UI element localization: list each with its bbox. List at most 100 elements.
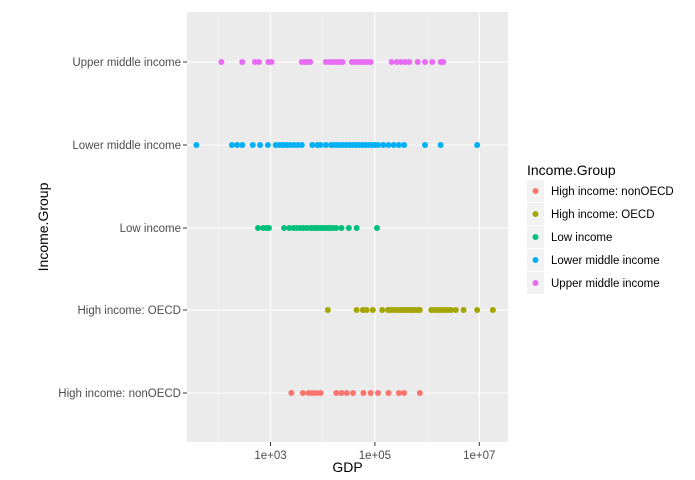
data-point [264, 142, 271, 148]
data-point [401, 390, 408, 396]
data-point [429, 59, 436, 65]
data-point [452, 307, 459, 313]
data-point [317, 390, 324, 396]
data-point [228, 142, 235, 148]
data-point [265, 225, 272, 231]
data-point [309, 142, 316, 148]
data-point [416, 307, 423, 313]
data-point [375, 390, 381, 396]
data-point [388, 59, 395, 65]
x-tick-label: 1e+03 [254, 450, 286, 462]
y-tick-label: Low income [120, 223, 181, 235]
data-point [367, 59, 374, 65]
data-point [369, 307, 376, 313]
data-point [218, 59, 225, 65]
data-point [440, 59, 447, 65]
data-point [249, 142, 256, 148]
data-point [402, 59, 409, 65]
data-point [239, 142, 246, 148]
data-point [414, 59, 421, 65]
data-point [299, 390, 306, 396]
data-point [286, 225, 293, 231]
x-axis-title: GDP [332, 459, 362, 475]
data-point [395, 142, 402, 148]
legend-swatch [532, 188, 539, 194]
data-point [401, 142, 408, 148]
data-point [353, 307, 360, 313]
data-point [390, 142, 397, 148]
data-point [379, 307, 386, 313]
data-point [288, 390, 295, 396]
data-point [251, 59, 258, 65]
data-point [489, 307, 496, 313]
data-point [363, 307, 370, 313]
y-tick-label: Lower middle income [72, 140, 181, 152]
data-point [398, 59, 404, 65]
data-point [395, 390, 402, 396]
data-points [193, 59, 496, 396]
legend-label: High income: nonOECD [551, 186, 674, 198]
legend-swatch [532, 257, 539, 263]
data-point [375, 142, 381, 148]
data-point [422, 59, 428, 65]
data-point [474, 307, 481, 313]
data-point [406, 59, 413, 65]
data-point [313, 390, 320, 396]
data-point [193, 142, 200, 148]
data-point [338, 390, 345, 396]
data-point [437, 142, 444, 148]
legend-swatch [532, 211, 539, 217]
y-axis-title: Income.Group [35, 182, 51, 271]
data-point [343, 390, 350, 396]
x-tick-label: 1e+07 [463, 450, 495, 462]
x-tick-label: 1e+05 [359, 450, 391, 462]
data-point [393, 59, 400, 65]
data-point [268, 59, 275, 65]
data-point [317, 142, 324, 148]
legend-swatch [532, 280, 539, 286]
data-point [256, 59, 262, 65]
data-point [422, 142, 428, 148]
data-point [353, 225, 360, 231]
legend: Income.Group High income: nonOECD High in… [527, 162, 674, 294]
data-point [234, 142, 241, 148]
data-point [360, 390, 367, 396]
data-point [339, 59, 346, 65]
data-point [385, 390, 392, 396]
data-point [239, 59, 246, 65]
axis-ticks: 1e+03 1e+05 1e+07 High income: nonOECD High … [58, 57, 495, 462]
data-point [255, 225, 261, 231]
data-point [460, 307, 467, 313]
data-point [324, 307, 331, 313]
data-point [416, 390, 423, 396]
legend-label: Lower middle income [551, 255, 660, 267]
data-point [298, 142, 305, 148]
y-tick-label: High income: OECD [77, 305, 181, 317]
data-point [322, 59, 329, 65]
data-point [345, 225, 352, 231]
legend-title: Income.Group [527, 162, 616, 178]
data-point [350, 390, 356, 396]
data-point [385, 142, 392, 148]
legend-label: Low income [551, 232, 612, 244]
data-point [257, 142, 264, 148]
data-point [309, 390, 316, 396]
legend-label: Upper middle income [551, 278, 660, 290]
data-point [294, 142, 301, 148]
y-tick-label: Upper middle income [72, 57, 181, 69]
data-point [307, 59, 314, 65]
data-point [281, 225, 288, 231]
data-point [380, 142, 387, 148]
data-point [474, 142, 481, 148]
data-point [322, 142, 329, 148]
data-point [338, 225, 345, 231]
legend-label: High income: OECD [551, 209, 655, 221]
y-tick-label: High income: nonOECD [58, 388, 181, 400]
data-point [333, 225, 340, 231]
data-point [374, 225, 380, 231]
data-point [333, 390, 340, 396]
legend-swatch [532, 234, 539, 240]
data-point [367, 390, 374, 396]
data-point [448, 307, 455, 313]
